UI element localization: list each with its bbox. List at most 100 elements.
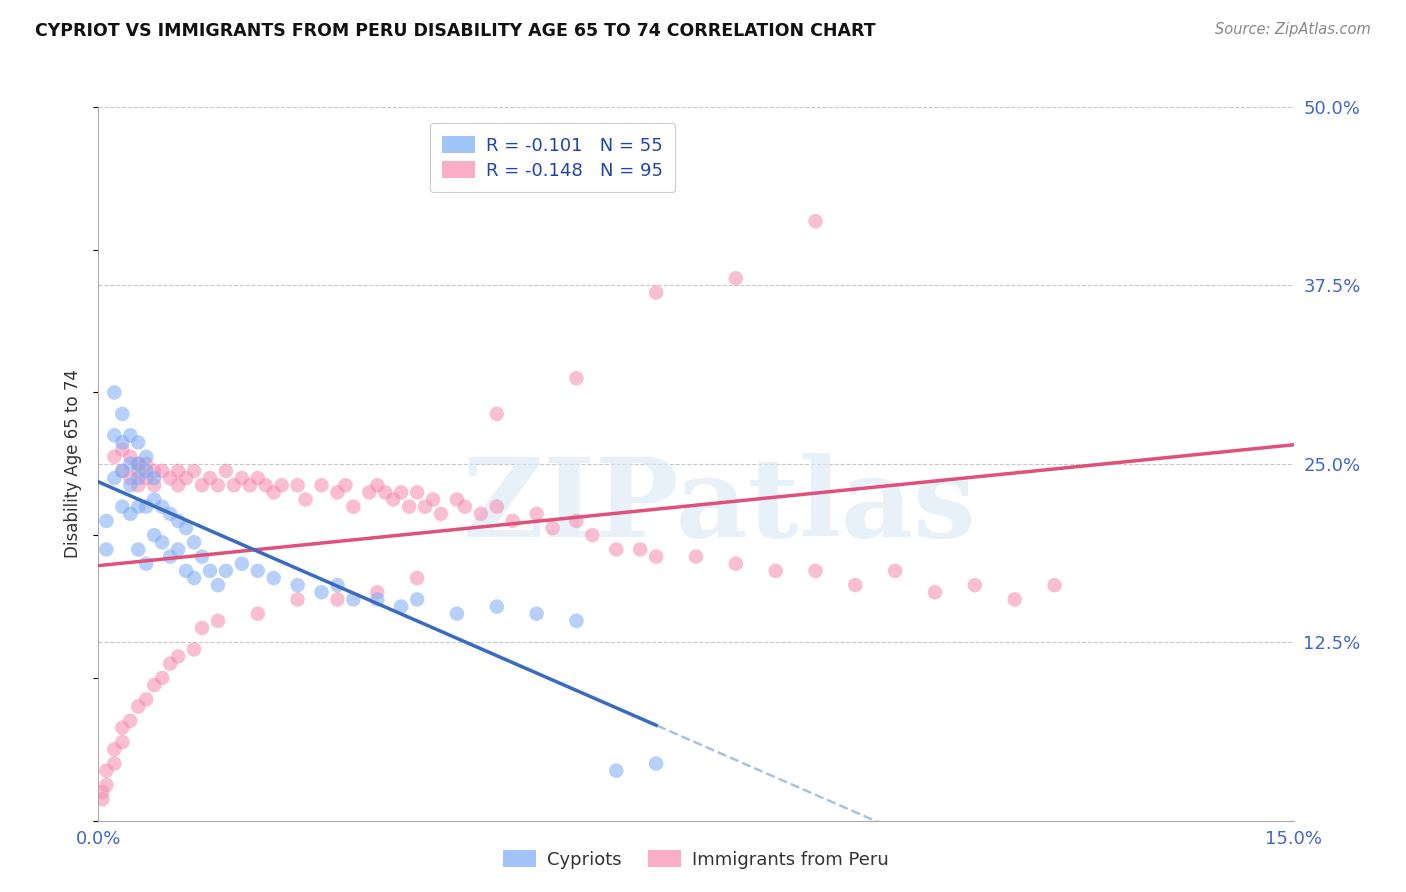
Point [135,457,157,471]
Point [374,485,396,500]
Point [263,571,285,585]
Point [96,542,118,557]
Point [485,407,508,421]
Point [565,371,588,385]
Point [135,471,157,485]
Point [685,549,707,564]
Point [502,514,524,528]
Point [366,478,388,492]
Point [150,500,173,514]
Point [430,507,453,521]
Point [120,478,142,492]
Point [127,435,149,450]
Point [135,557,157,571]
Point [581,528,603,542]
Point [191,478,214,492]
Point [127,464,149,478]
Point [1004,592,1026,607]
Point [135,692,157,706]
Point [150,464,173,478]
Text: Source: ZipAtlas.com: Source: ZipAtlas.com [1215,22,1371,37]
Point [183,535,205,549]
Point [91,792,114,806]
Point [96,764,118,778]
Point [198,471,221,485]
Point [446,492,468,507]
Point [215,464,238,478]
Point [167,478,190,492]
Point [406,571,429,585]
Point [143,478,166,492]
Point [103,742,125,756]
Point [127,542,149,557]
Point [111,442,134,457]
Point [326,592,349,607]
Point [382,492,405,507]
Point [605,542,627,557]
Point [263,485,285,500]
Point [246,471,269,485]
Point [645,285,668,300]
Point [389,485,412,500]
Point [884,564,907,578]
Point [804,214,827,228]
Point [254,478,277,492]
Point [485,599,508,614]
Point [111,500,134,514]
Point [359,485,381,500]
Point [183,464,205,478]
Point [143,492,166,507]
Point [287,578,309,592]
Point [239,478,262,492]
Point [389,599,412,614]
Point [120,507,142,521]
Point [207,478,229,492]
Point [454,500,477,514]
Point [96,778,118,792]
Y-axis label: Disability Age 65 to 74: Disability Age 65 to 74 [65,369,83,558]
Point [111,407,134,421]
Point [174,564,197,578]
Point [159,507,181,521]
Point [191,549,214,564]
Point [120,450,142,464]
Point [103,471,125,485]
Point [207,578,229,592]
Point [159,657,181,671]
Point [183,642,205,657]
Point [191,621,214,635]
Point [111,735,134,749]
Point [765,564,787,578]
Point [311,478,333,492]
Point [120,471,142,485]
Point [526,507,548,521]
Point [413,500,436,514]
Point [143,528,166,542]
Point [167,464,190,478]
Point [326,578,349,592]
Point [103,756,125,771]
Point [342,592,364,607]
Point [127,478,149,492]
Point [111,464,134,478]
Point [91,785,114,799]
Point [645,549,668,564]
Point [565,614,588,628]
Point [335,478,357,492]
Point [366,585,388,599]
Point [167,649,190,664]
Point [207,614,229,628]
Point [143,678,166,692]
Point [167,542,190,557]
Point [96,514,118,528]
Point [111,721,134,735]
Point [422,492,444,507]
Point [724,271,747,285]
Point [103,450,125,464]
Point [120,714,142,728]
Point [127,699,149,714]
Point [127,500,149,514]
Point [135,450,157,464]
Point [287,478,309,492]
Point [804,564,827,578]
